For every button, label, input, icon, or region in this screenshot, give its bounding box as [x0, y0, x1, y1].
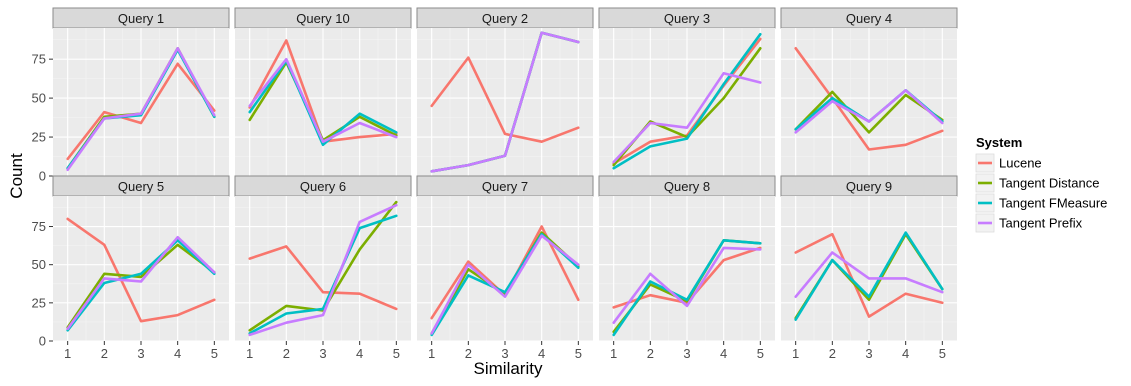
legend-entry-label: Lucene	[999, 156, 1042, 171]
series-line-tangent-fmeasure	[612, 32, 762, 170]
y-tick-label: 0	[39, 334, 46, 349]
series-line-tangent-fmeasure	[66, 239, 216, 332]
series-line-tangent-prefix	[612, 246, 762, 325]
facet-strip-label: Query 10	[296, 11, 349, 26]
series-line-tangent-prefix	[248, 203, 398, 337]
facet-panel: Query 8 1 2 3 4 5	[598, 175, 776, 361]
x-tick-label: 1	[246, 346, 253, 361]
facet-panel: Query 7 1 2 3 4 5	[416, 175, 594, 361]
series-line-tangent-prefix	[430, 31, 580, 173]
facet-strip-label: Query 2	[482, 11, 528, 26]
x-tick-label: 3	[501, 346, 508, 361]
series-line-lucene	[248, 245, 398, 311]
series-line-tangent-distance	[248, 200, 398, 332]
legend-entry-label: Tangent Prefix	[999, 216, 1083, 231]
series-line-tangent-prefix	[794, 89, 944, 134]
series-line-tangent-fmeasure	[248, 59, 398, 147]
y-tick-label: 75	[32, 219, 46, 234]
x-tick-label: 5	[575, 346, 582, 361]
x-tick-label: 1	[610, 346, 617, 361]
x-tick-label: 2	[647, 346, 654, 361]
series-line-lucene	[794, 46, 944, 151]
facet-strip-label: Query 6	[300, 179, 346, 194]
facet-strip-label: Query 4	[846, 11, 892, 26]
series-line-lucene	[66, 217, 216, 323]
y-tick-label: 50	[32, 257, 46, 272]
x-tick-label: 2	[283, 346, 290, 361]
facet-strip-label: Query 8	[664, 179, 710, 194]
legend-entry-label: Tangent Distance	[999, 176, 1099, 191]
legend-title: System	[976, 135, 1022, 150]
series-line-tangent-distance	[794, 90, 944, 134]
x-tick-label: 3	[137, 346, 144, 361]
x-tick-label: 2	[829, 346, 836, 361]
facet-panel: Query 10	[234, 7, 412, 177]
series-line-tangent-prefix	[794, 251, 944, 299]
facet-panel: Query 5 0 25 50 75 1 2 3 4 5	[32, 175, 230, 361]
x-axis-title: Similarity	[474, 359, 543, 378]
legend-entry-label: Tangent FMeasure	[999, 196, 1107, 211]
facet-strip-label: Query 9	[846, 179, 892, 194]
series-line-tangent-fmeasure	[248, 214, 398, 335]
facet-panel: Query 2	[416, 7, 594, 177]
series-line-lucene	[430, 56, 580, 143]
facet-strip-label: Query 1	[118, 11, 164, 26]
facet-strip-label: Query 3	[664, 11, 710, 26]
x-tick-label: 1	[64, 346, 71, 361]
x-tick-label: 4	[538, 346, 545, 361]
series-line-tangent-prefix	[612, 71, 762, 164]
facet-strip-label: Query 5	[118, 179, 164, 194]
y-tick-label: 25	[32, 295, 46, 310]
series-line-tangent-prefix	[66, 235, 216, 331]
series-line-tangent-prefix	[430, 234, 580, 335]
series-line-lucene	[794, 232, 944, 318]
x-tick-label: 4	[720, 346, 727, 361]
x-tick-label: 3	[865, 346, 872, 361]
y-tick-label: 50	[32, 91, 46, 106]
facet-panel: Query 9 1 2 3 4 5	[780, 175, 958, 361]
x-tick-label: 4	[902, 346, 909, 361]
x-tick-label: 1	[792, 346, 799, 361]
x-tick-label: 5	[757, 346, 764, 361]
x-tick-label: 4	[174, 346, 181, 361]
y-tick-label: 0	[39, 169, 46, 184]
y-axis-title: Count	[7, 153, 26, 199]
facet-panel: Query 6 1 2 3 4 5	[234, 175, 412, 361]
facet-strip-label: Query 7	[482, 179, 528, 194]
x-tick-label: 4	[356, 346, 363, 361]
series-line-tangent-prefix	[66, 46, 216, 172]
x-tick-label: 2	[465, 346, 472, 361]
series-line-lucene	[66, 62, 216, 161]
series-line-tangent-fmeasure	[612, 239, 762, 337]
x-tick-label: 5	[211, 346, 218, 361]
x-tick-label: 1	[428, 346, 435, 361]
series-line-tangent-prefix	[248, 57, 398, 143]
facet-panel: Query 1 0 25 50 75	[32, 7, 230, 184]
x-tick-label: 3	[319, 346, 326, 361]
series-line-tangent-distance	[66, 243, 216, 329]
y-tick-label: 75	[32, 52, 46, 67]
legend: System Lucene Tangent Distance Tangent FMe…	[975, 135, 1107, 233]
x-tick-label: 3	[683, 346, 690, 361]
x-tick-label: 5	[939, 346, 946, 361]
x-tick-label: 5	[393, 346, 400, 361]
x-tick-label: 2	[101, 346, 108, 361]
y-tick-label: 25	[32, 130, 46, 145]
facet-panel: Query 4	[780, 7, 958, 177]
series-line-tangent-fmeasure	[794, 231, 944, 321]
facet-panel: Query 3	[598, 7, 776, 177]
